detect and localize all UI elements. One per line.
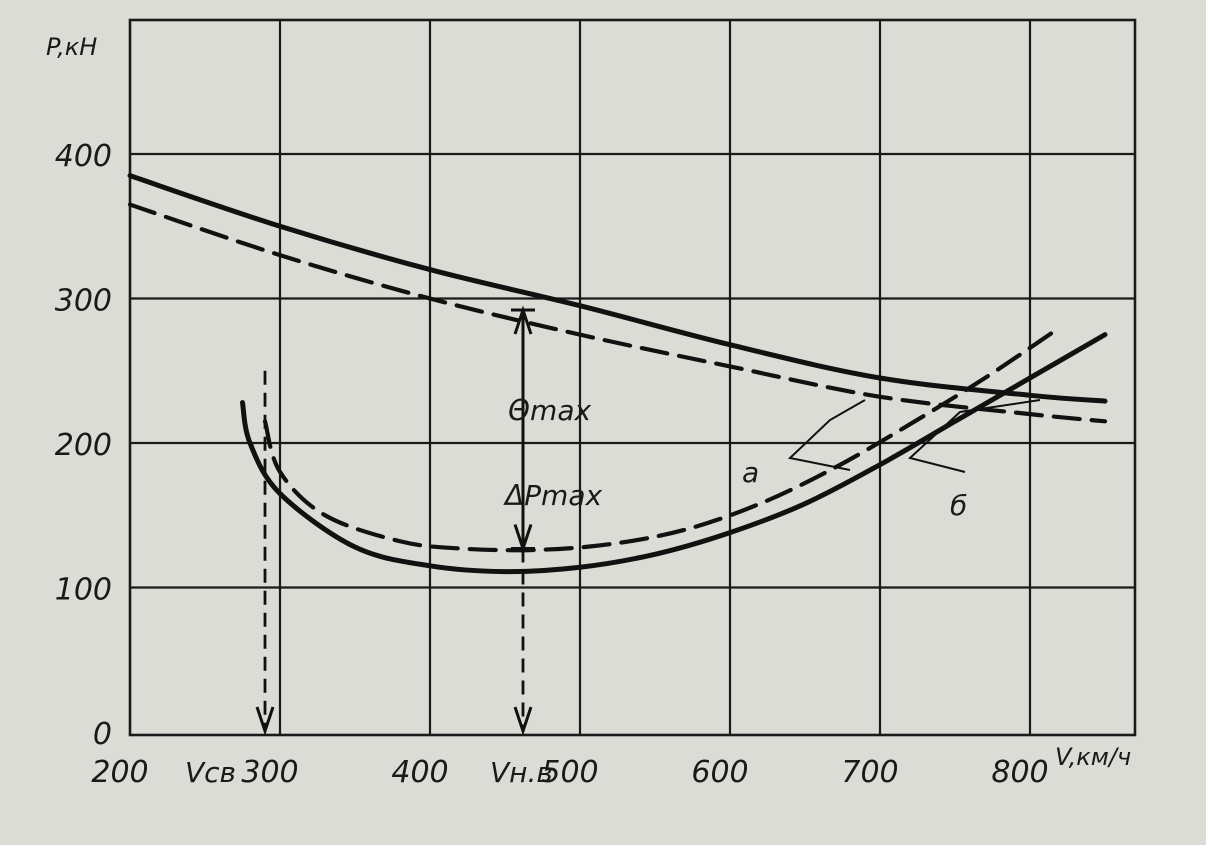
x-tick-700: 700 bbox=[841, 755, 898, 790]
v-nv-label: Vн.в bbox=[490, 756, 553, 789]
series-line-3 bbox=[262, 325, 1063, 553]
curve-b-leader bbox=[907, 399, 1041, 473]
x-tick-800: 800 bbox=[991, 755, 1048, 790]
y-tick-100: 100 bbox=[55, 573, 112, 608]
curve-b-label: б bbox=[950, 489, 967, 522]
delta-p-max-label: ΔPmax bbox=[503, 479, 602, 512]
x-tick-300: 300 bbox=[241, 755, 298, 790]
v-sv-arrow bbox=[255, 706, 275, 736]
x-axis-label: V,км/ч bbox=[1055, 743, 1131, 771]
series-line-0 bbox=[127, 173, 1108, 404]
x-tick-500: 500 bbox=[541, 755, 598, 790]
y-tick-300: 300 bbox=[55, 284, 112, 319]
curve-a-label: а bbox=[742, 456, 759, 489]
curve-a-leader bbox=[787, 399, 866, 471]
markers-group bbox=[255, 305, 1041, 736]
v-sv-label: Vсв bbox=[185, 756, 236, 789]
theta-max-label: Θmax bbox=[508, 394, 591, 427]
tick-labels: 200 300 400 500 600 700 800 0 100 200 300 400 bbox=[55, 139, 1049, 790]
y-axis-label: P,кН bbox=[46, 33, 97, 61]
y-tick-400: 400 bbox=[55, 139, 112, 174]
x-tick-400: 400 bbox=[391, 755, 448, 790]
y-tick-0: 0 bbox=[93, 717, 112, 752]
plot-frame bbox=[128, 18, 1137, 737]
v-nv-arrow bbox=[513, 706, 533, 736]
y-tick-200: 200 bbox=[55, 428, 112, 463]
series-line-2 bbox=[240, 332, 1108, 575]
x-tick-200: 200 bbox=[91, 755, 148, 790]
x-tick-600: 600 bbox=[691, 755, 748, 790]
